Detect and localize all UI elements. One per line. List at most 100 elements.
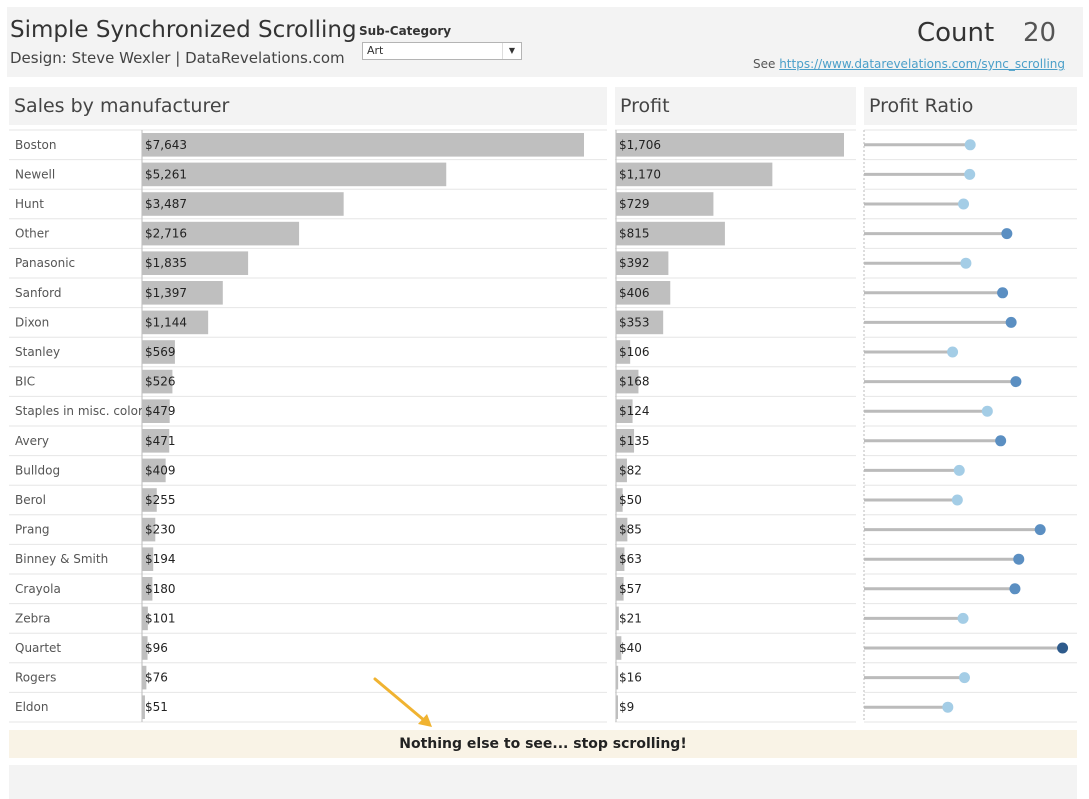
- sales-bar: [142, 399, 170, 423]
- dropdown-selected-value: Art: [367, 44, 384, 57]
- subcategory-dropdown[interactable]: Art ▼: [362, 42, 522, 60]
- profit-bar: [616, 458, 627, 483]
- profit-value-label: $50: [619, 493, 642, 507]
- manufacturer-label: Berol: [15, 493, 46, 507]
- profit-value-label: $1,170: [619, 167, 661, 181]
- page-subtitle: Design: Steve Wexler | DataRevelations.c…: [10, 49, 345, 67]
- profit-value-label: $40: [619, 641, 642, 655]
- sales-bar: [142, 340, 175, 364]
- ratio-point: [1001, 228, 1013, 240]
- manufacturer-label: Quartet: [15, 641, 61, 655]
- profit-bar: [616, 251, 669, 275]
- profit-bar: [616, 162, 773, 187]
- filter-label: Sub-Category: [359, 24, 452, 38]
- profit-value-label: $406: [619, 286, 650, 300]
- sales-value-label: $1,397: [145, 286, 187, 300]
- sales-bar: [142, 488, 157, 512]
- count-value: 20: [1023, 18, 1057, 48]
- sales-bar: [142, 251, 249, 275]
- ratio-point: [958, 672, 970, 684]
- ratio-point: [942, 701, 954, 713]
- profit-bar: [616, 221, 725, 246]
- footer-message: Nothing else to see... stop scrolling!: [9, 730, 1077, 758]
- ratio-point: [960, 257, 972, 269]
- sales-value-label: $76: [145, 671, 168, 685]
- manufacturer-label: Binney & Smith: [15, 552, 108, 566]
- profit-bar: [616, 636, 622, 660]
- manufacturer-label: Crayola: [15, 582, 61, 596]
- annotation-arrow-head: [418, 714, 432, 727]
- profit-value-label: $135: [619, 434, 650, 448]
- profit-value-label: $63: [619, 552, 642, 566]
- sales-bar: [142, 369, 173, 394]
- profit-bar: [616, 547, 625, 571]
- manufacturer-label: Hunt: [15, 197, 44, 211]
- ratio-point: [958, 198, 970, 210]
- profit-value-label: $168: [619, 375, 650, 389]
- manufacturer-label: Rogers: [15, 671, 56, 685]
- count-label: Count: [917, 18, 995, 48]
- profit-value-label: $21: [619, 611, 642, 625]
- profit-bar: [616, 695, 618, 719]
- sales-bar: [142, 192, 344, 216]
- sales-value-label: $255: [145, 493, 176, 507]
- sales-bar: [142, 577, 153, 601]
- ratio-point: [1034, 524, 1046, 536]
- profit-value-label: $16: [619, 671, 642, 685]
- manufacturer-label: Prang: [15, 523, 50, 537]
- profit-panel-title: Profit: [615, 87, 856, 125]
- sales-value-label: $526: [145, 375, 176, 389]
- profit-bar: [616, 488, 623, 512]
- profit-bar: [616, 517, 628, 542]
- sales-value-label: $51: [145, 700, 168, 714]
- page-title: Simple Synchronized Scrolling: [10, 17, 357, 43]
- profit-bar: [616, 310, 664, 335]
- manufacturer-label: Zebra: [15, 611, 51, 625]
- source-link[interactable]: https://www.datarevelations.com/sync_scr…: [779, 57, 1065, 71]
- sales-value-label: $1,144: [145, 315, 187, 329]
- sales-bar: [142, 458, 166, 483]
- manufacturer-label: Sanford: [15, 286, 61, 300]
- ratio-point: [1057, 642, 1069, 654]
- manufacturer-label: Panasonic: [15, 256, 75, 270]
- ratio-point: [981, 405, 993, 417]
- sales-bar: [142, 547, 154, 571]
- ratio-point: [997, 287, 1009, 299]
- ratio-point: [1013, 553, 1025, 565]
- profit-value-label: $353: [619, 315, 650, 329]
- manufacturer-label: Avery: [15, 434, 49, 448]
- ratio-point: [947, 346, 959, 358]
- ratio-point: [1005, 316, 1017, 328]
- sales-value-label: $409: [145, 463, 176, 477]
- profit-bar: [616, 369, 639, 394]
- sales-value-label: $1,835: [145, 256, 187, 270]
- sales-bar: [142, 429, 170, 453]
- manufacturer-label: Staples in misc. colors: [15, 404, 149, 418]
- see-prefix: See: [753, 57, 780, 71]
- sales-bar: [142, 281, 223, 305]
- sales-value-label: $479: [145, 404, 176, 418]
- sales-value-label: $101: [145, 611, 176, 625]
- profit-bar: [616, 399, 633, 423]
- profit-bar: [616, 606, 619, 631]
- ratio-point: [1009, 583, 1021, 595]
- sales-value-label: $569: [145, 345, 176, 359]
- sales-bar: [142, 517, 156, 542]
- sales-bar: [142, 695, 145, 719]
- chevron-down-icon[interactable]: ▼: [502, 43, 521, 59]
- profit-value-label: $392: [619, 256, 650, 270]
- profit-bar: [616, 192, 714, 216]
- manufacturer-label: Dixon: [15, 315, 49, 329]
- manufacturer-label: Other: [15, 227, 49, 241]
- manufacturer-label: Newell: [15, 167, 55, 181]
- sales-value-label: $230: [145, 523, 176, 537]
- manufacturer-label: Boston: [15, 138, 56, 152]
- sales-value-label: $5,261: [145, 167, 187, 181]
- ratio-point: [957, 612, 969, 624]
- profit-bar: [616, 429, 635, 453]
- profit-bar: [616, 281, 671, 305]
- sales-panel-title: Sales by manufacturer: [9, 87, 607, 125]
- sales-bar: [142, 133, 584, 157]
- profit-value-label: $9: [619, 700, 634, 714]
